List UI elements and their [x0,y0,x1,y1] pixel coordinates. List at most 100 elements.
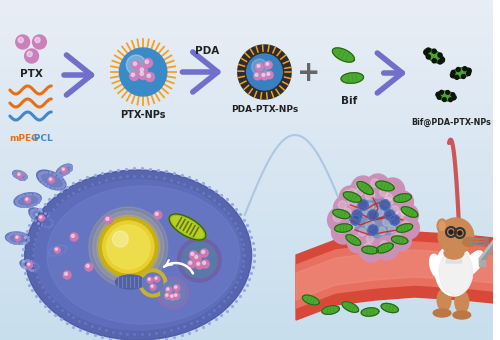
Bar [0,198,494,199]
Circle shape [396,204,418,226]
Bar [0,229,494,230]
Polygon shape [302,295,320,305]
Circle shape [365,220,375,230]
Circle shape [386,183,394,191]
Ellipse shape [172,216,203,238]
Circle shape [448,98,452,102]
Ellipse shape [56,164,72,176]
Circle shape [147,277,153,283]
Polygon shape [346,235,360,245]
Ellipse shape [20,259,39,271]
Bar [0,115,494,116]
Circle shape [40,216,42,218]
Circle shape [356,181,364,189]
Polygon shape [341,73,363,83]
Bar [0,195,494,196]
Polygon shape [342,302,358,312]
Circle shape [72,234,74,237]
Circle shape [196,261,203,269]
Bar [0,131,494,132]
Bar [0,34,494,35]
Bar [0,303,494,304]
Bar [0,262,494,263]
Bar [0,307,494,308]
Circle shape [358,207,366,217]
Bar [0,94,494,95]
Circle shape [458,231,462,235]
Bar [0,294,494,295]
Bar [0,139,494,140]
Text: PDA: PDA [195,46,220,56]
Circle shape [402,221,409,229]
Bar [0,275,494,276]
Circle shape [352,184,373,206]
Bar [0,205,494,206]
Bar [0,255,494,256]
Bar [0,85,494,86]
Bar [0,321,494,322]
Bar [0,163,494,164]
Bar [0,153,494,154]
Bar [0,219,494,220]
Circle shape [366,174,390,198]
Bar [0,223,494,224]
Circle shape [189,261,192,265]
Bar [0,120,494,121]
Bar [0,238,494,239]
Circle shape [369,202,394,228]
Bar [0,254,494,255]
Circle shape [178,238,221,282]
Bar [0,52,494,53]
Bar [0,217,494,218]
Bar [0,91,494,92]
Bar [0,7,494,8]
Bar [0,49,494,50]
Bar [0,65,494,66]
Bar [0,201,494,202]
Bar [0,35,494,36]
Bar [0,231,494,232]
Bar [0,18,494,19]
Circle shape [382,218,391,226]
Bar [0,103,494,104]
Bar [0,309,494,310]
Circle shape [164,293,171,299]
Bar [0,243,494,244]
Bar [0,137,494,138]
Circle shape [28,263,30,265]
Circle shape [264,61,272,69]
Bar [0,338,494,339]
Bar [0,79,494,80]
Circle shape [377,191,404,219]
Circle shape [347,223,354,231]
Bar [0,251,494,252]
Bar [0,265,494,266]
Circle shape [54,247,60,253]
Bar [0,17,494,18]
Bar [0,268,494,269]
Bar [0,4,494,5]
Circle shape [139,269,167,297]
Circle shape [380,241,388,249]
Circle shape [346,185,365,205]
Circle shape [96,215,160,279]
Circle shape [385,222,404,242]
Bar [0,45,494,46]
Bar [0,105,494,106]
Bar [0,156,494,157]
Bar [0,69,494,70]
Bar [0,3,494,4]
Bar [0,204,494,205]
Circle shape [467,68,471,72]
Bar [0,256,494,257]
Circle shape [375,236,398,260]
Bar [0,117,494,118]
Bar [0,0,494,1]
Circle shape [140,72,143,75]
Bar [0,328,494,329]
Polygon shape [322,306,340,315]
Bar [0,319,494,320]
Circle shape [170,294,176,300]
Circle shape [466,72,470,75]
Bar [0,253,494,254]
